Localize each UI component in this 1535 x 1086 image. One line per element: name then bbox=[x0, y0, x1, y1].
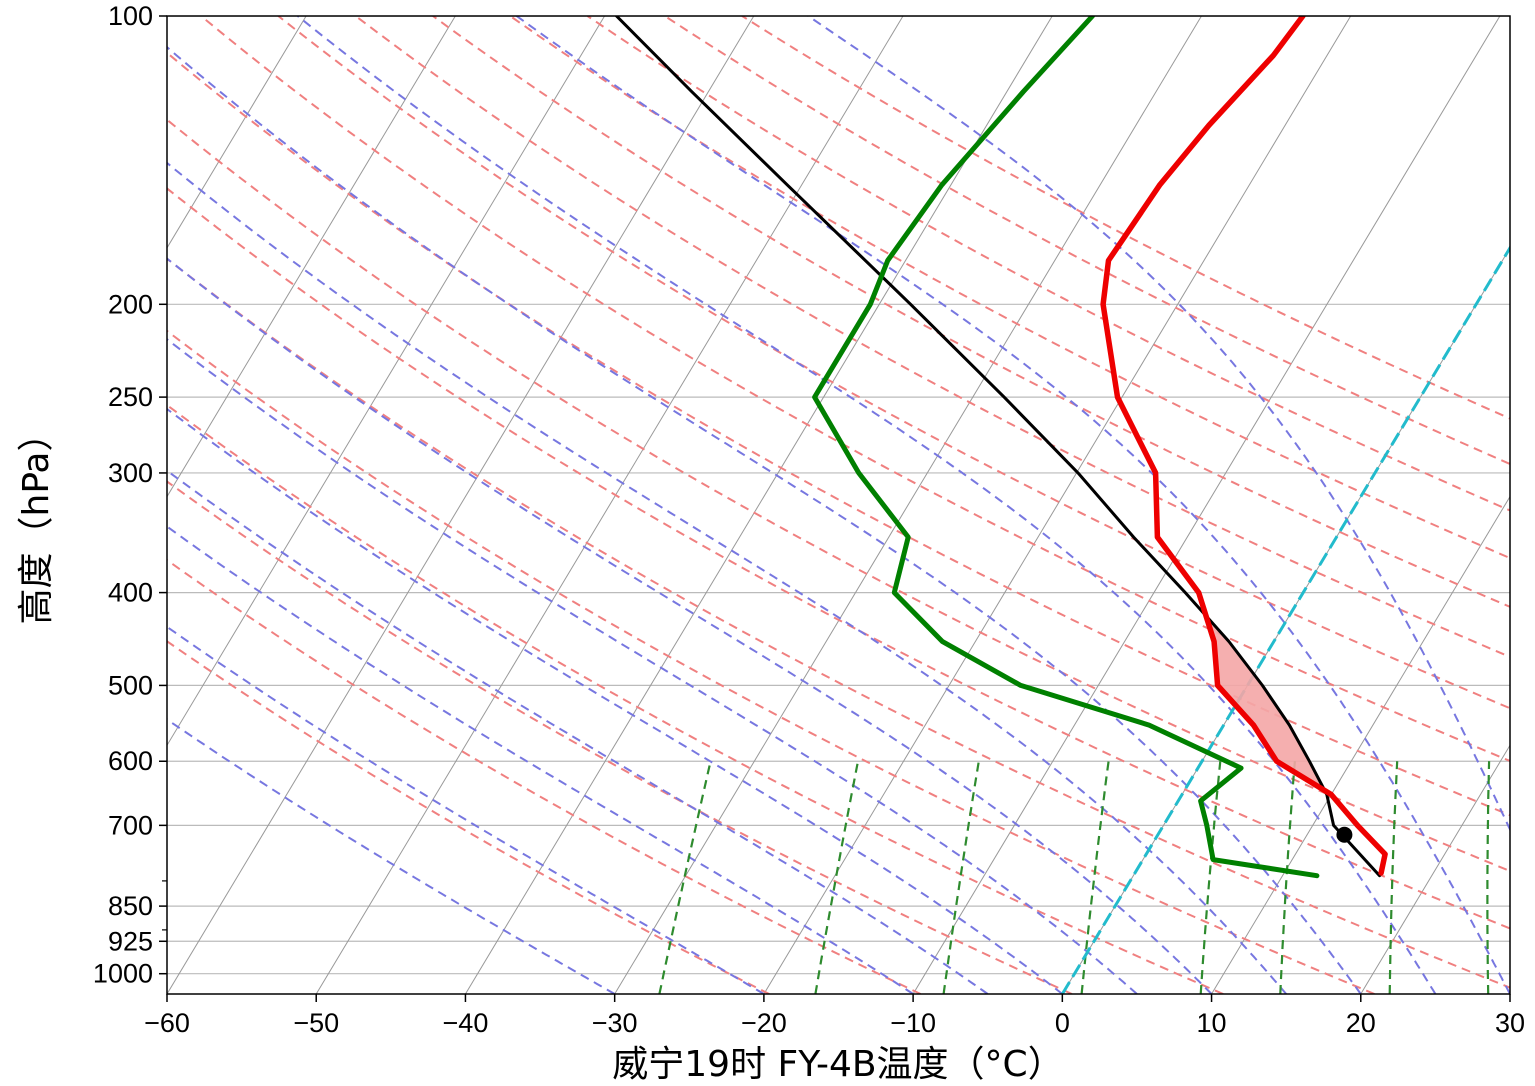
dry-adiabat bbox=[277, 16, 1510, 710]
moist-adiabat bbox=[167, 161, 1287, 994]
moist-adiabat bbox=[297, 16, 1437, 994]
isotherm-gridline bbox=[167, 16, 755, 994]
dry-adiabat bbox=[167, 480, 1073, 994]
moist-adiabat bbox=[167, 338, 1138, 994]
moist-adiabat bbox=[167, 469, 989, 994]
y-tick-label: 600 bbox=[108, 746, 153, 776]
dry-adiabat bbox=[167, 640, 770, 994]
moist-adiabat bbox=[167, 407, 1063, 994]
x-tick-label: 0 bbox=[1055, 1008, 1070, 1038]
dry-adiabat bbox=[167, 329, 1375, 994]
x-tick-label: −10 bbox=[890, 1008, 936, 1038]
y-tick-label: 400 bbox=[108, 578, 153, 608]
dry-adiabat bbox=[167, 257, 1510, 989]
x-tick-label: 10 bbox=[1197, 1008, 1227, 1038]
y-axis-label: 高度（hPa） bbox=[16, 416, 57, 625]
isotherm-gridline bbox=[0, 16, 8, 994]
moist-adiabat bbox=[167, 718, 616, 994]
mixing-ratio-line bbox=[1486, 761, 1491, 994]
moist-adiabat bbox=[807, 16, 1510, 832]
x-tick-label: −20 bbox=[741, 1008, 787, 1038]
dry-adiabat bbox=[354, 16, 1510, 658]
isotherm-gridline bbox=[167, 16, 606, 747]
isotherm-gridline bbox=[1211, 495, 1510, 994]
temperature-profile-line bbox=[1100, 16, 1388, 876]
parcel-profile-line bbox=[615, 16, 1382, 878]
plot-area bbox=[0, 16, 1510, 994]
x-axis-label: 威宁19时 FY-4B温度（°C） bbox=[612, 1044, 1063, 1085]
x-axis: −60 −50 −40 −30 −20 −10 0 10 20 30 bbox=[144, 994, 1525, 1038]
dry-adiabat bbox=[167, 403, 1224, 994]
y-tick-label: 100 bbox=[108, 1, 153, 31]
zero-degree-isotherm bbox=[1061, 244, 1510, 994]
isotherm-gridline bbox=[167, 16, 307, 249]
y-tick-label: 850 bbox=[108, 891, 153, 921]
moist-adiabat bbox=[167, 257, 1213, 994]
mixing-ratio-line bbox=[942, 761, 980, 994]
isotherm-gridline bbox=[1360, 744, 1510, 994]
x-tick-label: −60 bbox=[144, 1008, 190, 1038]
x-tick-label: −30 bbox=[592, 1008, 638, 1038]
isotherm-gridline bbox=[315, 16, 904, 994]
mixing-ratio-line bbox=[1388, 761, 1399, 994]
isotherm-gridline bbox=[763, 16, 1352, 994]
isotherm-gridline bbox=[1509, 993, 1510, 994]
dry-adiabat bbox=[167, 118, 1510, 873]
y-tick-label: 250 bbox=[108, 382, 153, 412]
dewpoint-profile-line bbox=[812, 16, 1320, 879]
mixing-ratio-line bbox=[658, 760, 712, 994]
dry-adiabat bbox=[664, 16, 1510, 466]
dry-adiabat bbox=[586, 16, 1510, 512]
plot-frame bbox=[166, 15, 1511, 995]
y-tick-label: 500 bbox=[108, 670, 153, 700]
moist-adiabat bbox=[167, 45, 1362, 994]
dry-adiabat bbox=[741, 16, 1510, 420]
isotherm-gridline bbox=[465, 16, 1053, 994]
dry-adiabat bbox=[432, 16, 1510, 608]
isotherm-gridline bbox=[912, 16, 1501, 994]
x-tick-label: 20 bbox=[1346, 1008, 1376, 1038]
x-tick-label: −50 bbox=[293, 1008, 339, 1038]
isotherm-gridline bbox=[1061, 246, 1510, 994]
y-tick-label: 300 bbox=[108, 458, 153, 488]
y-tick-label: 700 bbox=[108, 810, 153, 840]
mixing-ratio-line bbox=[1199, 761, 1222, 994]
isotherm-gridline bbox=[167, 16, 456, 498]
y-tick-label: 200 bbox=[108, 289, 153, 319]
mixing-ratio-line bbox=[1080, 761, 1110, 994]
moist-adiabat bbox=[516, 16, 1510, 994]
isotherm-gridline bbox=[614, 16, 1202, 994]
dry-adiabat bbox=[167, 51, 1510, 817]
lcl-marker bbox=[1336, 826, 1353, 843]
y-tick-label: 925 bbox=[108, 926, 153, 956]
dry-adiabat bbox=[200, 16, 1510, 763]
x-tick-label: −40 bbox=[443, 1008, 489, 1038]
y-tick-label: 1000 bbox=[93, 959, 153, 989]
moist-adiabat bbox=[167, 525, 914, 994]
mixing-ratio-line bbox=[1279, 761, 1296, 994]
x-tick-label: 30 bbox=[1495, 1008, 1525, 1038]
mixing-ratio-line bbox=[814, 760, 860, 994]
